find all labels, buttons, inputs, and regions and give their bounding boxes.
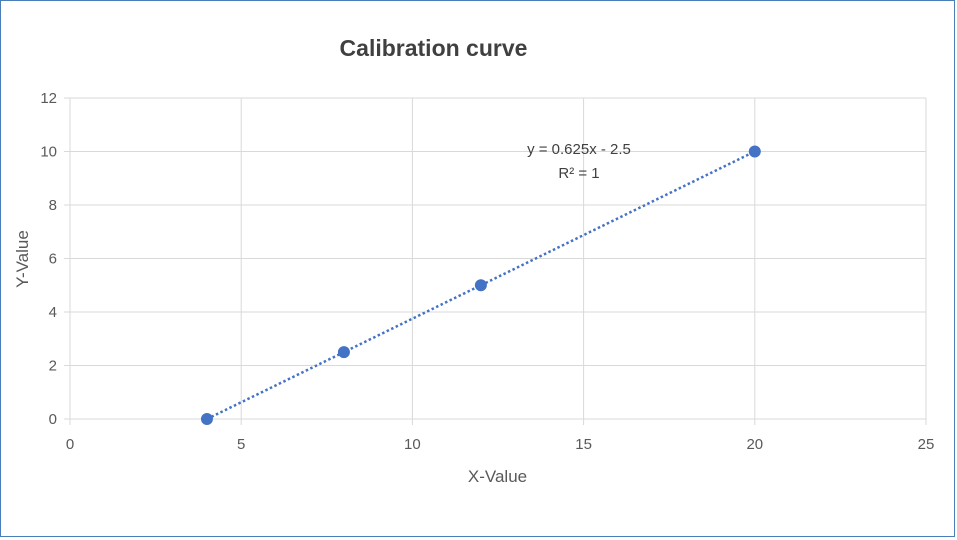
x-tick-label: 0 <box>66 436 74 453</box>
y-tick-label: 10 <box>40 144 57 161</box>
x-tick-label: 10 <box>404 436 421 453</box>
x-tick-label: 5 <box>237 436 245 453</box>
y-tick-label: 8 <box>49 197 57 214</box>
y-tick-label: 0 <box>49 411 57 428</box>
x-tick-label: 15 <box>575 436 592 453</box>
data-point <box>748 145 761 158</box>
data-point <box>200 413 213 425</box>
tick-labels: 0 2 4 6 8 10 12 0 5 10 15 20 25 <box>40 90 934 453</box>
trendline-labels: y = 0.625x - 2.5 R² = 1 <box>527 141 631 182</box>
x-tick-label: 20 <box>746 436 763 453</box>
chart-title: Calibration curve <box>339 35 528 61</box>
x-axis-title: X-Value <box>467 467 528 486</box>
y-tick-label: 4 <box>49 304 57 321</box>
y-tick-label: 6 <box>49 251 57 268</box>
data-points <box>200 145 761 425</box>
data-point <box>474 279 487 292</box>
trendline-r2: R² = 1 <box>558 165 599 182</box>
y-tick-label: 2 <box>49 358 57 375</box>
trendline <box>206 150 756 421</box>
trendline-group <box>206 150 756 421</box>
trendline-equation: y = 0.625x - 2.5 <box>527 141 631 158</box>
gridlines <box>64 97 927 425</box>
y-tick-label: 12 <box>40 90 57 107</box>
x-tick-label: 25 <box>918 436 935 453</box>
data-point <box>337 346 350 359</box>
